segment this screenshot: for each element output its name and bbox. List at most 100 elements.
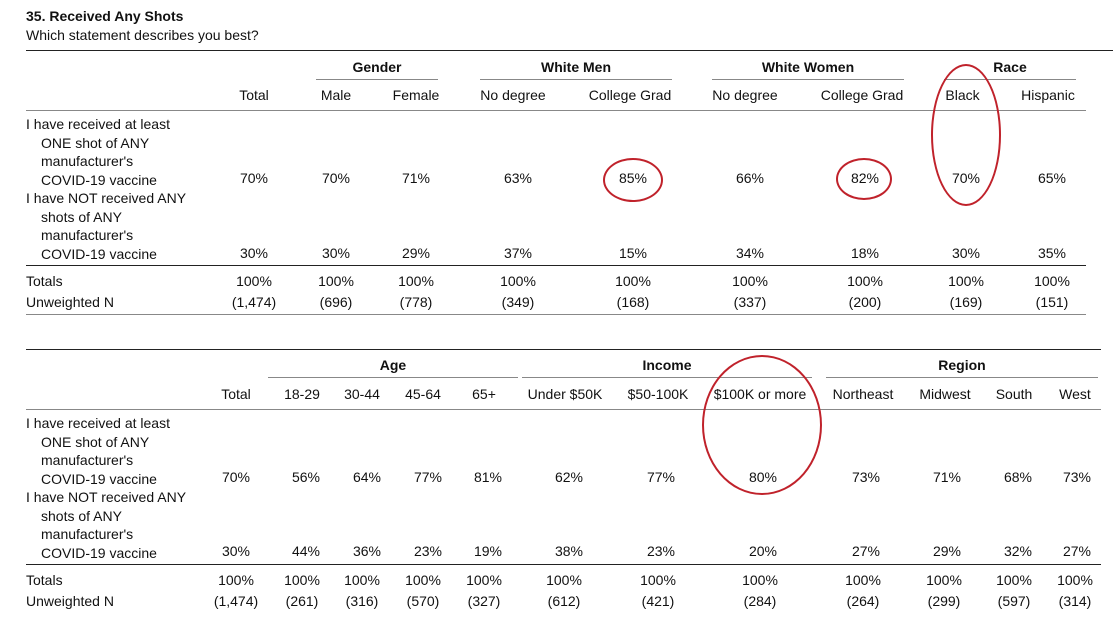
table-cell: 81% [473, 469, 503, 485]
row-label-line: manufacturer's [41, 227, 134, 243]
table-cell: 18% [850, 245, 880, 261]
totals-rule [26, 265, 1086, 266]
row-label-line: COVID-19 vaccine [41, 245, 157, 262]
annotation-circle [931, 64, 1001, 206]
unweighted-label: Unweighted N [26, 294, 114, 310]
row-label-line: manufacturer's [41, 153, 134, 169]
table-cell: (337) [733, 294, 767, 310]
table-cell: 100% [344, 572, 380, 588]
table-cell: (570) [406, 593, 440, 609]
column-header-total: Total [221, 386, 251, 402]
table-cell: 100% [742, 572, 778, 588]
column-header-age-18-29: 18-29 [284, 386, 320, 402]
group-underline [826, 377, 1098, 378]
table-cell: 100% [218, 572, 254, 588]
table-cell: 100% [500, 273, 536, 289]
table-cell: (778) [399, 294, 433, 310]
table-cell: 77% [646, 469, 676, 485]
column-header-under-50k: Under $50K [527, 386, 603, 402]
table-cell: 71% [401, 170, 431, 186]
row-label-line: ONE shot of ANY [41, 433, 150, 450]
column-header-total: Total [239, 87, 269, 103]
group-header-income: Income [642, 357, 692, 373]
table-cell: 100% [847, 273, 883, 289]
table-cell: 77% [413, 469, 443, 485]
header-rule [26, 110, 1086, 111]
table-cell: 100% [845, 572, 881, 588]
table-cell: 100% [405, 572, 441, 588]
question-title: 35. Received Any Shots [26, 8, 184, 24]
column-header-age-65-plus: 65+ [472, 386, 496, 402]
row-label-line: shots of ANY [41, 208, 122, 225]
table-cell: (597) [997, 593, 1031, 609]
table-cell: 100% [640, 572, 676, 588]
table-cell: (168) [616, 294, 650, 310]
table-cell: 100% [1057, 572, 1093, 588]
table-cell: 70% [239, 170, 269, 186]
column-header-ww-no-degree: No degree [712, 87, 778, 103]
table-cell: (264) [846, 593, 880, 609]
table-cell: 73% [851, 469, 881, 485]
table-cell: 32% [1003, 543, 1033, 559]
annotation-circle [702, 355, 822, 495]
table-cell: 20% [748, 543, 778, 559]
table-cell: 56% [291, 469, 321, 485]
table-cell: 63% [503, 170, 533, 186]
table-cell: 65% [1037, 170, 1067, 186]
group-underline [316, 79, 438, 80]
row-label-line: shots of ANY [41, 507, 122, 524]
column-header-male: Male [320, 87, 352, 103]
table-cell: 36% [352, 543, 382, 559]
table-cell: 30% [321, 245, 351, 261]
row-label-line: ONE shot of ANY [41, 134, 150, 151]
table-cell: 100% [926, 572, 962, 588]
table-cell: (316) [345, 593, 379, 609]
table-cell: 27% [851, 543, 881, 559]
row-label-received: I have received at least ONE shot of ANY… [26, 115, 170, 189]
table-cell: 30% [239, 245, 269, 261]
table-cell: 100% [732, 273, 768, 289]
column-header-ww-college-grad: College Grad [820, 87, 904, 103]
column-header-west: West [1059, 386, 1091, 402]
column-header-50-100k: $50-100K [627, 386, 689, 402]
table-cell: 100% [236, 273, 272, 289]
column-header-female: Female [392, 87, 440, 103]
table-cell: (327) [467, 593, 501, 609]
totals-label: Totals [26, 273, 63, 289]
table-cell: 100% [615, 273, 651, 289]
table-cell: 100% [546, 572, 582, 588]
row-label-line: I have received at least [26, 415, 170, 431]
table-cell: 100% [318, 273, 354, 289]
group-underline [712, 79, 904, 80]
table-cell: (314) [1058, 593, 1092, 609]
table-cell: (200) [848, 294, 882, 310]
table-cell: 66% [735, 170, 765, 186]
column-header-south: South [995, 386, 1033, 402]
table-cell: (169) [949, 294, 983, 310]
group-header-race: Race [993, 59, 1027, 75]
group-header-gender: Gender [352, 59, 402, 75]
group-underline [522, 377, 812, 378]
table-cell: 29% [401, 245, 431, 261]
table-cell: 15% [618, 245, 648, 261]
row-label-line: I have NOT received ANY [26, 489, 187, 505]
table-cell: (261) [285, 593, 319, 609]
table-cell: (284) [743, 593, 777, 609]
table-cell: 62% [554, 469, 584, 485]
header-rule [26, 409, 1101, 410]
table-cell: 100% [996, 572, 1032, 588]
table-cell: (349) [501, 294, 535, 310]
table-cell: 34% [735, 245, 765, 261]
annotation-circle [836, 158, 892, 200]
column-header-wm-college-grad: College Grad [588, 87, 672, 103]
group-header-region: Region [938, 357, 986, 373]
table-cell: 38% [554, 543, 584, 559]
totals-rule [26, 564, 1101, 565]
table-cell: 100% [284, 572, 320, 588]
table-rule [26, 349, 1101, 350]
table-cell: 68% [1003, 469, 1033, 485]
table-cell: 100% [398, 273, 434, 289]
table-cell: 64% [352, 469, 382, 485]
totals-label: Totals [26, 572, 63, 588]
table-cell: 37% [503, 245, 533, 261]
